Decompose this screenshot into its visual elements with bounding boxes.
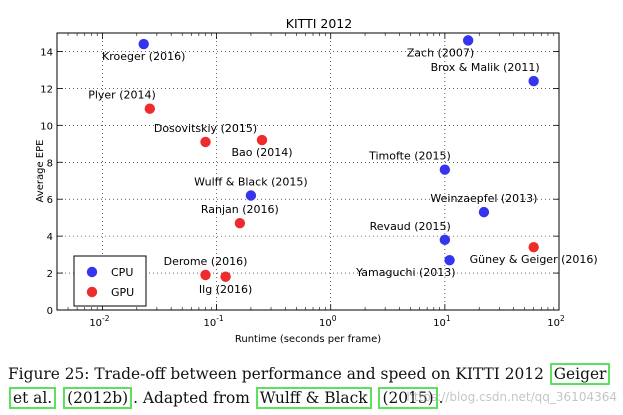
- x-axis-label: Runtime (seconds per frame): [235, 334, 381, 345]
- citation-wulff-black-year-link[interactable]: (2015): [378, 387, 438, 409]
- data-point-label: Revaud (2015): [370, 220, 451, 233]
- citation-wulff-black-link[interactable]: Wulff & Black: [255, 387, 372, 409]
- data-point-cpu: [245, 190, 257, 201]
- data-point-label: Yamaguchi (2013): [355, 266, 456, 279]
- y-tick-label: 2: [47, 269, 53, 280]
- y-tick-label: 4: [47, 232, 53, 243]
- data-point-label: Dosovitskiy (2015): [154, 122, 257, 135]
- data-point-label: Güney & Geiger (2016): [470, 253, 598, 266]
- x-tick-label: 101: [433, 314, 451, 329]
- data-point-cpu: [528, 75, 539, 87]
- data-point-label: Ranjan (2016): [201, 203, 279, 216]
- legend: CPU GPU: [73, 255, 147, 307]
- y-tick-label: 14: [40, 47, 53, 58]
- y-tick-label: 6: [47, 195, 53, 206]
- data-point-cpu: [138, 38, 149, 50]
- x-tick-label: 102: [547, 314, 565, 329]
- chart-title: KITTI 2012: [286, 16, 352, 31]
- x-tick-label: 100: [319, 314, 337, 329]
- legend-marker-gpu: [86, 286, 98, 298]
- caption-prefix: Figure 25: Trade-off between performance…: [8, 365, 549, 383]
- y-tick-label: 10: [40, 121, 53, 132]
- y-axis-label: Average EPE: [35, 140, 46, 203]
- citation-geiger-etal-link[interactable]: et al.: [9, 387, 57, 409]
- legend-label-gpu: GPU: [111, 286, 134, 299]
- y-tick-label: 12: [40, 84, 53, 95]
- data-point-label: Derome (2016): [164, 255, 248, 268]
- data-point-label: Brox & Malik (2011): [431, 61, 540, 74]
- data-point-label: Bao (2014): [231, 146, 292, 159]
- caption-suffix: .: [438, 389, 444, 407]
- data-point-label: Ilg (2016): [199, 283, 252, 296]
- data-point-gpu: [200, 136, 211, 148]
- data-point-gpu: [528, 242, 539, 253]
- data-point-label: Plyer (2014): [88, 89, 156, 102]
- data-point-label: Weinzaepfel (2013): [430, 192, 537, 205]
- data-point-label: Wulff & Black (2015): [194, 176, 308, 189]
- watermark: https://blog.csdn.net/qq_36104364: [406, 390, 617, 404]
- data-point-gpu: [144, 103, 155, 114]
- legend-box: [73, 255, 147, 307]
- axis-ticks: 10-2 10-1 100 101 102 0 2 4 6 8 10 12 14: [40, 33, 565, 329]
- data-point-label: Kroeger (2016): [102, 50, 185, 63]
- citation-geiger-year-link[interactable]: (2012b): [63, 387, 133, 409]
- data-point-cpu: [478, 206, 490, 218]
- chart: KITTI 2012 10-2 10-1 100 101 10202468101214 …: [35, 16, 598, 345]
- data-point-cpu: [439, 234, 451, 246]
- legend-marker-cpu: [86, 266, 98, 278]
- citation-geiger-link[interactable]: Geiger: [549, 363, 611, 385]
- data-point-cpu: [439, 164, 451, 175]
- data-points: Kroeger (2016) Zach (2007) Brox & Malik (2…: [88, 35, 598, 296]
- y-tick-label: 8: [47, 158, 53, 169]
- data-point-gpu: [234, 218, 246, 229]
- x-tick-label: 10-2: [89, 314, 109, 329]
- figure-caption: Figure 25: Trade-off between performance…: [8, 362, 618, 410]
- data-point-gpu: [200, 269, 211, 281]
- plot-frame: [56, 32, 560, 311]
- data-point-cpu: [444, 254, 455, 266]
- y-tick-label: 0: [47, 306, 53, 317]
- data-point-gpu: [220, 271, 231, 282]
- legend-label-cpu: CPU: [111, 266, 133, 279]
- data-point-label: Zach (2007): [407, 46, 474, 59]
- data-point-cpu: [462, 35, 474, 46]
- x-tick-label: 10-1: [203, 314, 223, 329]
- caption-middle: . Adapted from: [133, 389, 255, 407]
- data-point-gpu: [256, 134, 268, 146]
- data-point-label: Timofte (2015): [368, 150, 451, 163]
